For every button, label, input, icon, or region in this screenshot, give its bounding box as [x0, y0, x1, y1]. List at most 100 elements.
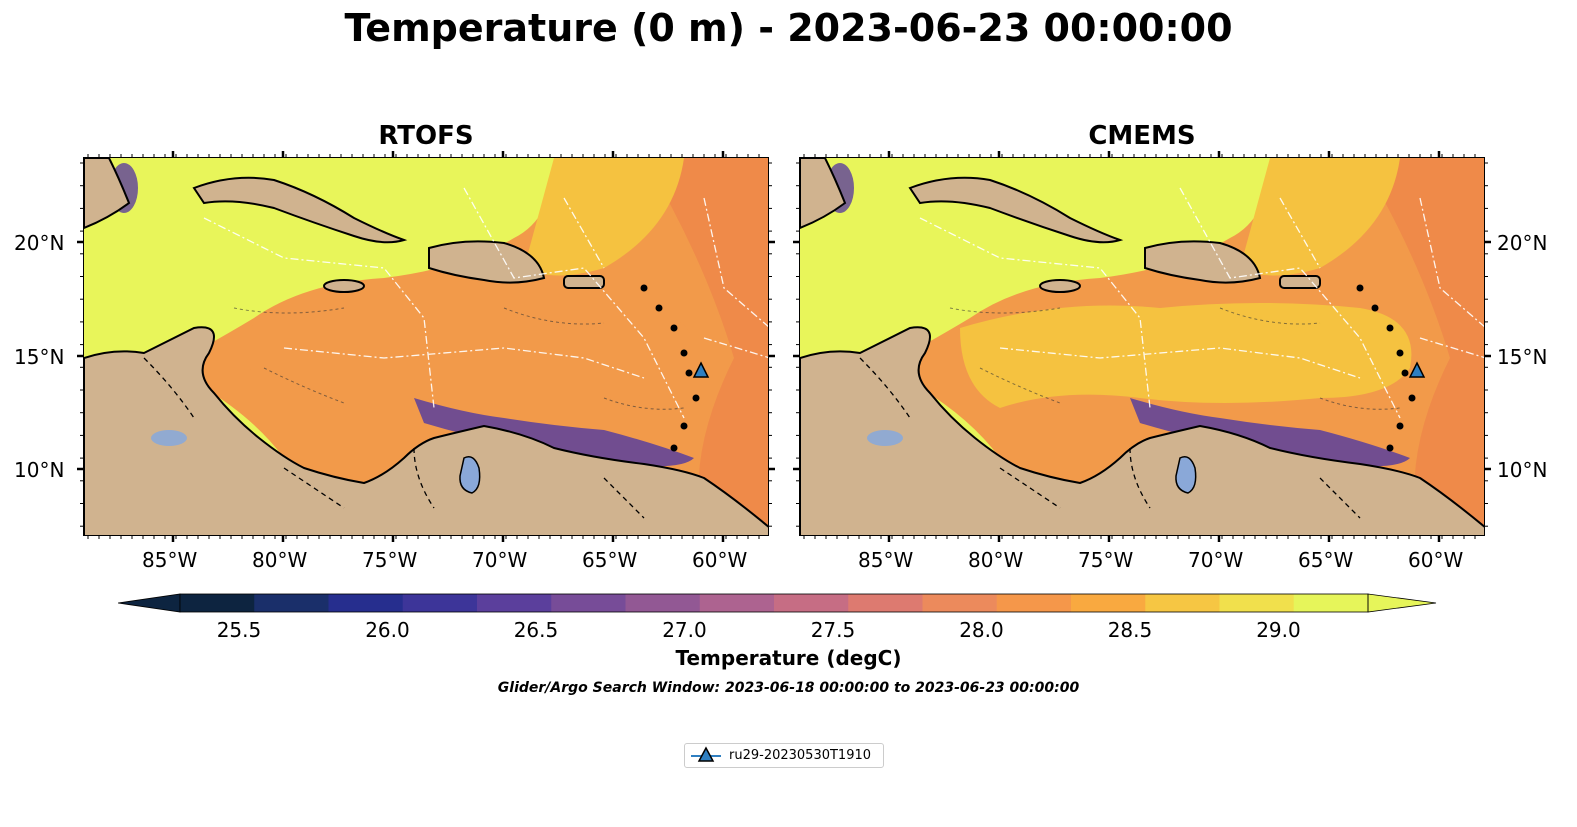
- colorbar-tick-label: 27.0: [662, 618, 707, 642]
- colorbar-tick-label: 25.5: [216, 618, 262, 642]
- lat-label-10n-right: 10°N: [1497, 458, 1548, 482]
- colorbar-segment: [1071, 594, 1146, 612]
- colorbar-segment: [180, 594, 255, 612]
- political-borders: [143, 357, 645, 519]
- colorbar-segment: [551, 594, 626, 612]
- lon-label-80w-left: 80°W: [252, 548, 308, 572]
- colorbar-segment: [477, 594, 552, 612]
- colorbar-segment: [1293, 594, 1369, 612]
- land-hispaniola: [1144, 240, 1262, 284]
- glider-position-marker: [692, 361, 710, 378]
- lon-label-70w-left: 70°W: [472, 548, 528, 572]
- island-lesser-antilles: [670, 324, 678, 332]
- lake-maracaibo: [1175, 456, 1197, 494]
- land-yucatan: [84, 158, 131, 230]
- colorbar-segment: [774, 594, 849, 612]
- sea-central-band: [244, 303, 696, 408]
- sea-cold-upwelling: [1130, 398, 1410, 467]
- island-lesser-antilles: [692, 394, 700, 402]
- political-borders: [859, 357, 1361, 519]
- legend-label: ru29-20230530T1910: [729, 748, 872, 763]
- island-lesser-antilles: [1396, 422, 1404, 430]
- island-lesser-antilles: [640, 284, 648, 292]
- lon-label-70w-right: 70°W: [1188, 548, 1244, 572]
- colorbar-label: Temperature (degC): [675, 646, 902, 670]
- sea-mid-northeast: [524, 158, 684, 276]
- colorbar-segment: [402, 594, 478, 612]
- lon-label-85w-left: 85°W: [142, 548, 198, 572]
- island-lesser-antilles: [1371, 304, 1379, 312]
- colorbar-tick-label: 28.5: [1107, 618, 1153, 642]
- lon-label-75w-right: 75°W: [1078, 548, 1134, 572]
- lon-label-60w-left: 60°W: [692, 548, 748, 572]
- sea-cold-upwelling: [414, 398, 694, 467]
- search-window-text: Glider/Argo Search Window: 2023-06-18 00…: [497, 680, 1080, 696]
- lon-label-60w-right: 60°W: [1408, 548, 1464, 572]
- island-lesser-antilles: [1386, 324, 1394, 332]
- glider-position-marker: [1408, 361, 1426, 378]
- colorbar-segment: [625, 594, 701, 612]
- colorbar-extend-low: [117, 593, 181, 613]
- panel-title-cmems: CMEMS: [1088, 121, 1196, 151]
- colorbar-segment: [848, 594, 923, 612]
- land-cuba: [192, 176, 408, 244]
- colorbar-tick-label: 28.0: [959, 618, 1004, 642]
- island-lesser-antilles: [685, 369, 693, 377]
- colorbar-segment: [699, 594, 775, 612]
- lat-label-15n-left: 15°N: [14, 345, 65, 369]
- lon-label-65w-right: 65°W: [1298, 548, 1354, 572]
- land-jamaica: [1039, 279, 1081, 293]
- colorbar-segment: [996, 594, 1072, 612]
- land-hispaniola: [428, 240, 546, 284]
- lon-label-85w-right: 85°W: [858, 548, 914, 572]
- lon-label-65w-left: 65°W: [582, 548, 638, 572]
- sea-hot-region: [644, 158, 768, 535]
- colorbar-tick-label: 29.0: [1256, 618, 1301, 642]
- colorbar-tick-label: 27.5: [810, 618, 856, 642]
- lat-label-20n-left: 20°N: [14, 231, 65, 255]
- island-lesser-antilles: [680, 349, 688, 357]
- axis-ticks: [77, 151, 1491, 542]
- map-canvas-rtofs: [84, 158, 768, 535]
- map-panel-cmems[interactable]: [799, 157, 1485, 536]
- lake-nicaragua: [867, 430, 903, 446]
- island-lesser-antilles: [680, 422, 688, 430]
- bathymetry-contours: [233, 307, 685, 410]
- colorbar-tick-label: 26.0: [365, 618, 410, 642]
- panel-title-rtofs: RTOFS: [378, 121, 474, 151]
- island-lesser-antilles: [670, 444, 678, 452]
- land-yucatan: [800, 158, 847, 230]
- colorbar: [117, 592, 1453, 642]
- colorbar-svg: [117, 593, 1437, 613]
- eez-boundaries: [919, 187, 1484, 419]
- figure-title: Temperature (0 m) - 2023-06-23 00:00:00: [344, 6, 1233, 50]
- bathymetry-contours: [949, 307, 1401, 410]
- island-lesser-antilles: [1408, 394, 1416, 402]
- sea-mid-northeast: [1240, 158, 1400, 276]
- sea-central-band: [960, 303, 1412, 408]
- land-central-south-america: [800, 326, 1484, 535]
- lat-label-10n-left: 10°N: [14, 458, 65, 482]
- colorbar-segment: [254, 594, 329, 612]
- map-panel-rtofs[interactable]: [83, 157, 769, 536]
- island-lesser-antilles: [1401, 369, 1409, 377]
- island-lesser-antilles: [655, 304, 663, 312]
- lake-nicaragua: [151, 430, 187, 446]
- lat-label-20n-right: 20°N: [1497, 231, 1548, 255]
- colorbar-segment: [1219, 594, 1295, 612]
- land-central-south-america: [84, 326, 768, 535]
- lon-label-75w-left: 75°W: [362, 548, 418, 572]
- map-canvas-cmems: [800, 158, 1484, 535]
- lake-maracaibo: [459, 456, 481, 494]
- land-jamaica: [323, 279, 365, 293]
- island-lesser-antilles: [1386, 444, 1394, 452]
- island-lesser-antilles: [1396, 349, 1404, 357]
- eez-boundaries: [203, 187, 768, 419]
- lon-label-80w-right: 80°W: [968, 548, 1024, 572]
- legend: ru29-20230530T1910: [684, 743, 884, 768]
- colorbar-tick-label: 26.5: [513, 618, 559, 642]
- glider-marker-icon: [691, 746, 721, 762]
- colorbar-segment: [328, 594, 404, 612]
- colorbar-segment: [1145, 594, 1220, 612]
- lat-label-15n-right: 15°N: [1497, 345, 1548, 369]
